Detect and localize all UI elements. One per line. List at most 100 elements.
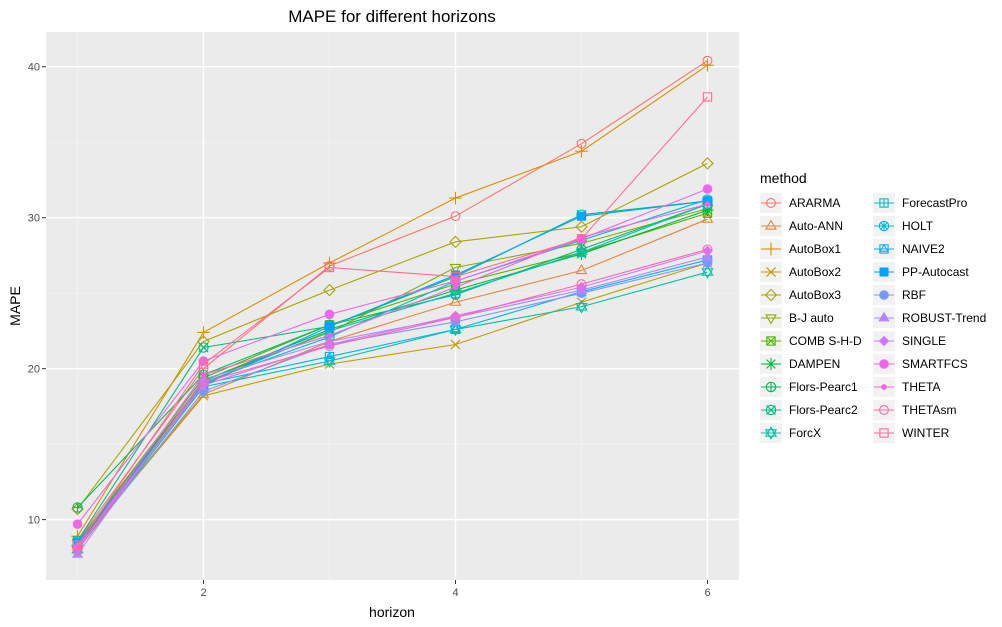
y-tick-label: 40 bbox=[28, 62, 40, 74]
legend-label: NAIVE2 bbox=[902, 242, 945, 256]
series-line-rbf bbox=[77, 262, 708, 551]
legend-title: method bbox=[760, 170, 807, 186]
data-point-flors-pearc2 bbox=[198, 342, 209, 353]
data-point-ararma bbox=[450, 211, 461, 222]
legend-label: Flors-Pearc1 bbox=[789, 380, 858, 394]
series-winter bbox=[72, 92, 713, 550]
legend-label: B-J auto bbox=[789, 311, 834, 325]
legend-key-marker bbox=[765, 404, 777, 416]
legend-item-autobox1: AutoBox1 bbox=[760, 239, 841, 259]
data-point-theta bbox=[200, 371, 207, 378]
legend-key-marker bbox=[879, 198, 889, 208]
legend-label: THETA bbox=[902, 380, 940, 394]
chart-title: MAPE for different horizons bbox=[288, 7, 496, 26]
legend-key-marker bbox=[766, 267, 776, 277]
data-point-forcx bbox=[575, 299, 588, 314]
legend-label: PP-Autocast bbox=[902, 265, 969, 279]
legend-item-ararma: ARARMA bbox=[760, 193, 840, 213]
data-point-forcx bbox=[701, 265, 714, 279]
data-point-theta bbox=[452, 284, 459, 291]
data-point-smartfcs bbox=[702, 184, 713, 194]
series-line-autobox1 bbox=[77, 64, 708, 537]
data-point-forecastpro bbox=[576, 247, 587, 258]
legend-item-dampen: DAMPEN bbox=[760, 354, 840, 374]
data-point-thetasm bbox=[198, 377, 209, 388]
legend-key-marker bbox=[765, 219, 777, 230]
y-tick-label: 10 bbox=[28, 515, 40, 527]
legend-key-marker bbox=[766, 198, 776, 208]
series-line-comb-s-h-d bbox=[77, 212, 708, 543]
data-point-b-j-auto bbox=[449, 263, 462, 275]
legend-item-autobox3: AutoBox3 bbox=[760, 285, 841, 305]
series-thetasm bbox=[72, 244, 713, 555]
legend-key-marker bbox=[764, 288, 778, 302]
legend-item-comb-s-h-d: COMB S-H-D bbox=[760, 331, 862, 351]
series-line-auto-ann bbox=[77, 218, 708, 546]
legend-label: WINTER bbox=[902, 426, 950, 440]
legend-label: HOLT bbox=[902, 219, 934, 233]
legend-label: RBF bbox=[902, 288, 926, 302]
legend-item-pp-autocast: PP-Autocast bbox=[873, 262, 969, 282]
legend-item-autobox2: AutoBox2 bbox=[760, 262, 841, 282]
legend: method ARARMA Auto-ANN AutoBox1 AutoBox2 Aut… bbox=[760, 170, 986, 443]
legend-item-flors-pearc1: Flors-Pearc1 bbox=[760, 377, 858, 397]
legend-item-theta: THETA bbox=[873, 377, 940, 397]
data-point-thetasm bbox=[324, 341, 335, 351]
legend-label: DAMPEN bbox=[789, 357, 840, 371]
legend-item-single: SINGLE bbox=[873, 331, 946, 351]
plot-panel bbox=[46, 32, 739, 580]
series-line-forcx bbox=[77, 271, 708, 551]
y-tick-label: 30 bbox=[28, 213, 40, 225]
legend-key-marker bbox=[881, 384, 887, 390]
x-tick-label: 6 bbox=[704, 587, 710, 599]
series-line-autobox3 bbox=[77, 162, 708, 510]
data-point-autobox3 bbox=[701, 157, 714, 170]
legend-label: AutoBox1 bbox=[789, 242, 841, 256]
series-line-winter bbox=[77, 96, 708, 546]
legend-key-marker bbox=[879, 428, 889, 438]
legend-item-holt: HOLT bbox=[873, 216, 934, 236]
series-line-theta bbox=[77, 203, 708, 549]
legend-key-marker bbox=[879, 290, 889, 300]
x-axis-title: horizon bbox=[369, 604, 415, 620]
data-point-thetasm bbox=[576, 279, 587, 290]
data-point-auto-ann bbox=[575, 263, 588, 275]
legend-label: ROBUST-Trend bbox=[902, 311, 986, 325]
data-point-winter bbox=[72, 540, 83, 550]
data-point-flors-pearc1 bbox=[72, 502, 83, 513]
series-layer bbox=[71, 55, 714, 558]
legend-key-marker bbox=[766, 336, 776, 346]
series-line-single bbox=[77, 250, 708, 548]
legend-label: THETAsm bbox=[902, 403, 956, 417]
legend-item-robust-trend: ROBUST-Trend bbox=[873, 308, 986, 328]
data-point-forcx bbox=[323, 354, 336, 368]
data-point-winter bbox=[702, 92, 713, 102]
legend-key-marker bbox=[879, 267, 889, 277]
data-point-thetasm bbox=[702, 244, 713, 255]
data-point-winter bbox=[576, 234, 587, 244]
legend-item-winter: WINTER bbox=[873, 423, 950, 443]
series-line-robust-trend bbox=[77, 256, 708, 555]
data-point-autobox2 bbox=[450, 339, 461, 350]
legend-item-flors-pearc2: Flors-Pearc2 bbox=[760, 400, 858, 420]
data-point-autobox1 bbox=[701, 58, 714, 72]
grid-major bbox=[46, 32, 739, 580]
data-point-theta bbox=[326, 332, 333, 339]
legend-key-marker bbox=[879, 243, 889, 254]
data-point-pp-autocast bbox=[576, 211, 587, 221]
data-point-winter bbox=[198, 359, 209, 369]
data-point-autobox3 bbox=[449, 235, 462, 249]
legend-key-marker bbox=[879, 405, 889, 415]
legend-item-forecastpro: ForecastPro bbox=[873, 193, 968, 213]
data-point-thetasm bbox=[450, 312, 461, 323]
series-line-flors-pearc1 bbox=[77, 203, 708, 508]
data-point-single bbox=[576, 281, 587, 293]
legend-label: SMARTFCS bbox=[902, 357, 968, 371]
data-point-smartfcs bbox=[72, 519, 83, 529]
legend-key-marker bbox=[765, 381, 777, 393]
data-point-auto-ann bbox=[701, 212, 714, 223]
legend-key-marker bbox=[764, 242, 778, 256]
legend-key-marker bbox=[764, 357, 778, 371]
data-point-theta bbox=[704, 201, 711, 207]
legend-label: Auto-ANN bbox=[789, 219, 843, 233]
